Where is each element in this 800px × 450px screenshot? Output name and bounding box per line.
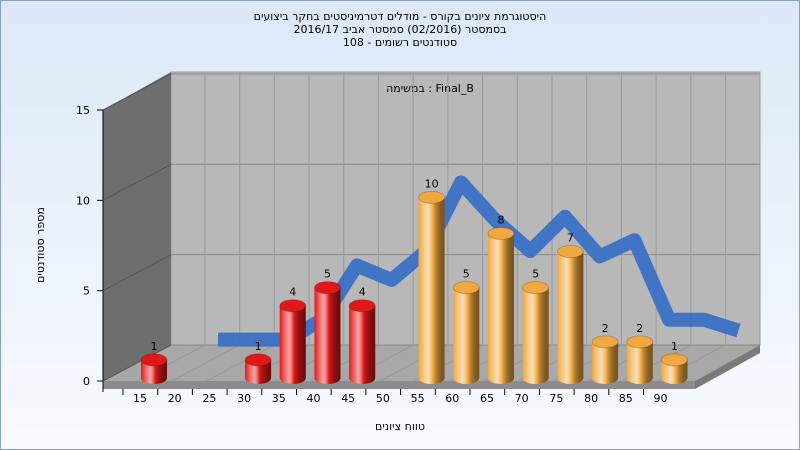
bar-shade	[453, 287, 480, 384]
x-tick-label: 55	[411, 392, 425, 405]
bar-top	[279, 299, 307, 313]
bar	[522, 281, 550, 384]
grid-line	[102, 344, 172, 382]
bar-top	[661, 353, 688, 367]
bar	[556, 245, 584, 384]
bar	[487, 226, 515, 384]
bar-shade	[557, 251, 584, 384]
data-label: 4	[359, 286, 366, 299]
data-label: 5	[463, 268, 470, 281]
bar	[140, 353, 168, 384]
bar	[591, 335, 619, 384]
x-tick-label: 25	[202, 392, 216, 405]
bar-top	[522, 281, 550, 295]
x-tick-label: 50	[376, 392, 390, 405]
title-line: סטודנטים רשומים - 108	[343, 36, 457, 49]
y-axis-label: מספר סטודנטים	[34, 207, 47, 283]
bar-top	[556, 245, 584, 259]
side-wall	[103, 72, 171, 381]
x-tick-label: 15	[133, 392, 147, 405]
data-label: 10	[425, 177, 439, 190]
x-tick-label: 40	[307, 392, 321, 405]
data-label: 1	[255, 340, 262, 353]
bar-shade	[488, 233, 514, 384]
x-tick-label: 80	[584, 392, 598, 405]
y-tick-label: 0	[83, 375, 90, 388]
data-label: 2	[636, 322, 643, 335]
bar-shade	[245, 359, 272, 384]
bar	[244, 353, 272, 384]
bar-shade	[522, 287, 549, 384]
bar-top	[487, 226, 515, 240]
x-tick-label: 85	[619, 392, 633, 405]
bar	[626, 335, 654, 384]
bar-top	[244, 353, 272, 367]
x-axis-label: טווח ציונים	[375, 420, 425, 433]
x-tick-label: 90	[654, 392, 668, 405]
x-tick-label: 30	[237, 392, 251, 405]
bar-shade	[141, 359, 167, 384]
grid-line	[102, 73, 172, 111]
bar-shade	[314, 287, 341, 384]
grid-line	[102, 254, 172, 292]
grid-line	[102, 163, 172, 201]
bar-top	[140, 353, 168, 367]
y-tick-label: 5	[83, 285, 90, 298]
bar	[418, 190, 446, 384]
data-label: 4	[289, 286, 296, 299]
data-label: 2	[602, 322, 609, 335]
bar-top	[418, 190, 446, 204]
data-label: 1	[671, 340, 678, 353]
bar	[661, 353, 688, 384]
bar-top	[348, 299, 376, 313]
bar-shade	[592, 341, 619, 384]
x-tick-label: 35	[272, 392, 286, 405]
data-label: 1	[151, 340, 158, 353]
data-label: 7	[567, 232, 574, 245]
y-tick-label: 15	[76, 104, 90, 117]
category-floor-line	[206, 344, 275, 382]
y-tick-label: 10	[76, 194, 90, 207]
bar	[314, 281, 341, 384]
x-tick-label: 65	[480, 392, 494, 405]
bar	[452, 281, 480, 384]
bar-top	[452, 281, 480, 295]
bar-top	[314, 281, 341, 295]
x-tick-label: 45	[341, 392, 355, 405]
bar	[279, 299, 307, 384]
bar-shade	[349, 305, 376, 384]
bar-shade	[626, 341, 653, 384]
category-floor-line	[171, 344, 240, 382]
title-line: היסטוגרמת ציונים בקורס - מודלים דטרמיניס…	[254, 10, 547, 23]
bar-shade	[661, 359, 688, 384]
title-line: בסמסטר (02/2016) סמסטר אביב 2016/17	[293, 23, 506, 36]
x-tick-label: 70	[515, 392, 529, 405]
floor-edge	[695, 345, 760, 389]
bar	[348, 299, 376, 384]
x-tick-label: 75	[549, 392, 563, 405]
bar-top	[591, 335, 619, 349]
bar-shade	[279, 305, 306, 384]
bar-top	[626, 335, 654, 349]
annotation: במשימה : Final_B	[386, 82, 474, 95]
x-tick-label: 20	[168, 392, 182, 405]
x-tick-label: 60	[445, 392, 459, 405]
data-label: 5	[532, 268, 539, 281]
data-label: 8	[498, 213, 505, 226]
bar-shade	[418, 197, 445, 384]
data-label: 5	[324, 268, 331, 281]
